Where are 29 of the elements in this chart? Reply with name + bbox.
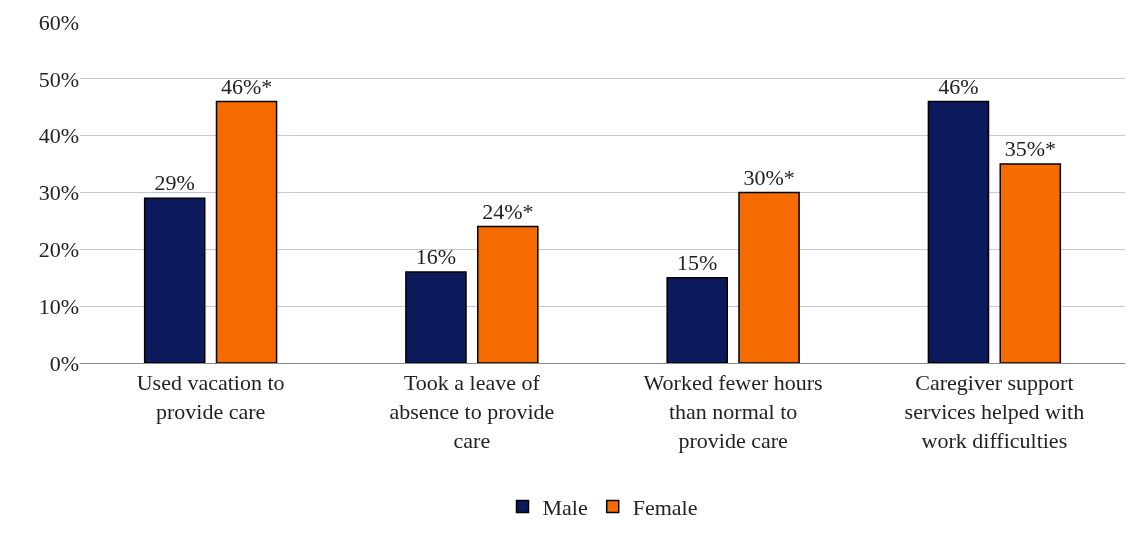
data-label: 15% <box>677 249 718 275</box>
bar <box>999 163 1062 363</box>
data-label: 29% <box>154 170 195 196</box>
bar <box>477 225 539 363</box>
x-tick-label: Used vacation to provide care <box>136 370 285 424</box>
y-tick-label: 10% <box>38 293 79 319</box>
bar <box>215 100 278 363</box>
data-label: 46% <box>938 73 979 99</box>
y-tick-label: 40% <box>38 123 79 149</box>
legend-label: Female <box>632 495 698 521</box>
y-tick-label: 20% <box>38 237 79 263</box>
y-tick-label: 60% <box>38 9 79 35</box>
data-label: 46%* <box>220 73 273 99</box>
bar <box>405 271 467 363</box>
y-tick-label: 30% <box>38 180 79 206</box>
x-tick-label: Took a leave of absence to provide care <box>389 370 555 453</box>
legend-label: Male <box>542 495 588 521</box>
bar <box>927 100 990 363</box>
y-tick-label: 0% <box>49 350 79 376</box>
bar <box>666 277 728 363</box>
data-label: 16% <box>415 244 457 270</box>
x-tick-label: Caregiver support services helped with work difficulties <box>904 370 1085 453</box>
data-label: 24%* <box>482 198 534 224</box>
data-label: 30%* <box>743 164 795 190</box>
data-label: 35%* <box>1004 136 1056 162</box>
bar <box>143 197 206 363</box>
bar <box>738 191 800 363</box>
x-tick-label: Worked fewer hours than normal to provide care <box>643 370 823 453</box>
y-tick-label: 50% <box>38 66 79 92</box>
